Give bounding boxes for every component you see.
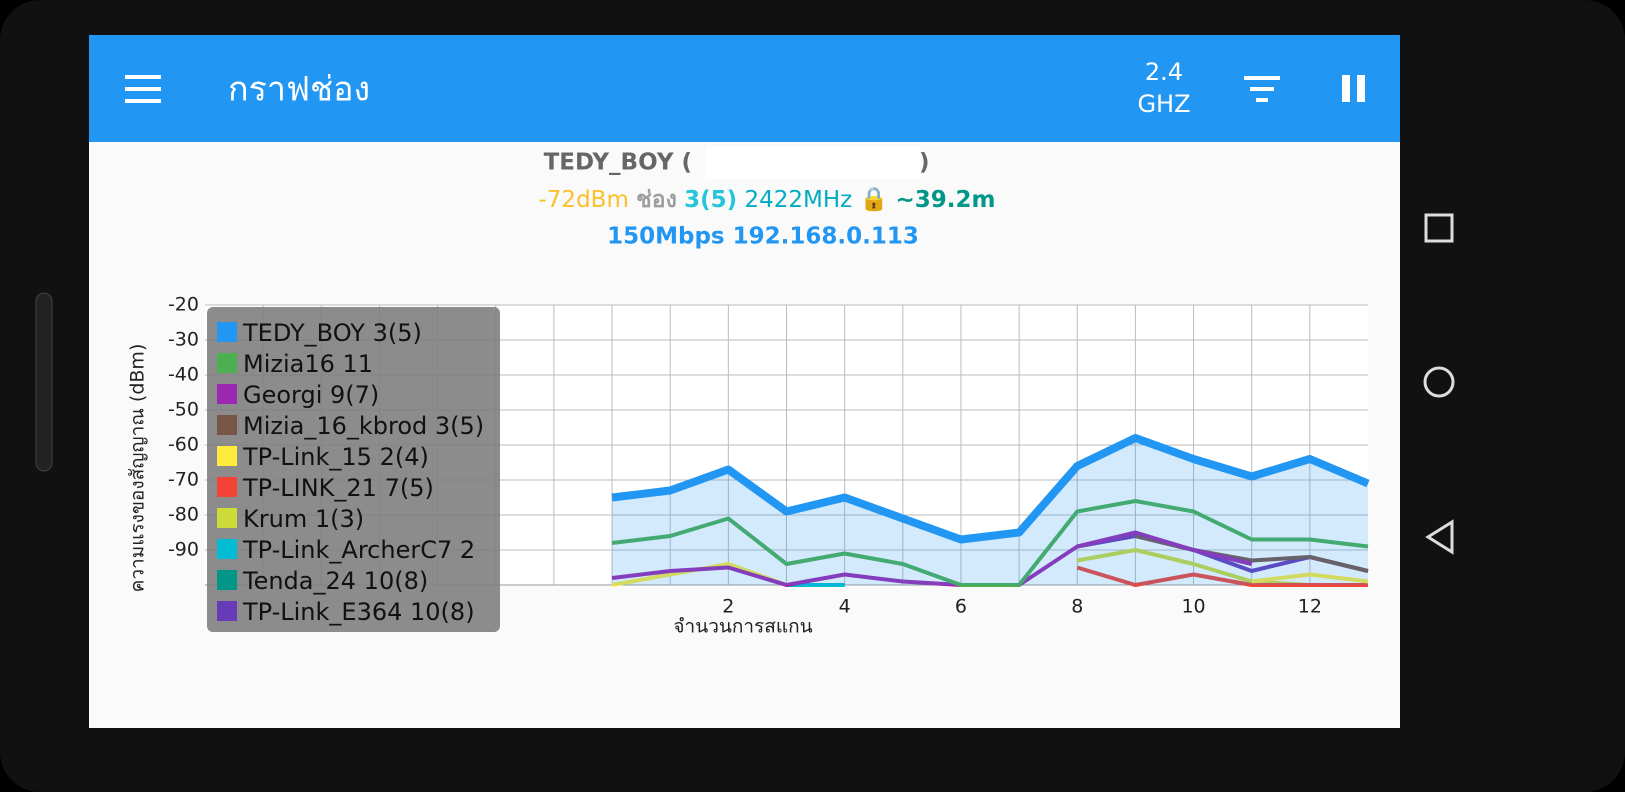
plot: -20 -30 -40 -50 -60 -70 -80 -90 2 4 6 8 10 12 จำนวนการ… — [127, 294, 1370, 638]
y-axis-label: ความแรงของสัญญาณ (dBm) — [127, 344, 149, 593]
recent-button[interactable] — [1424, 213, 1454, 243]
legend-label: Tenda_24 10(8) — [242, 567, 428, 595]
legend-swatch — [217, 353, 237, 373]
legend-swatch — [217, 539, 237, 559]
y-tick-label: -80 — [168, 504, 199, 526]
legend-label: TP-Link_E364 10(8) — [242, 598, 475, 626]
y-tick-label: -30 — [168, 329, 199, 351]
back-button[interactable] — [1425, 519, 1454, 555]
legend-label: TP-LINK_21 7(5) — [242, 474, 434, 502]
x-axis-label: จำนวนการสแกน — [673, 616, 812, 638]
app-bar — [89, 35, 1400, 142]
y-tick-label: -20 — [168, 294, 199, 316]
channel: 3(5) — [684, 187, 737, 213]
y-tick-label: -70 — [168, 469, 199, 491]
legend-label: Georgi 9(7) — [243, 381, 379, 409]
legend-label: Mizia_16_kbrod 3(5) — [243, 412, 484, 440]
channel-label: ช่อง — [636, 187, 677, 213]
x-tick-label: 6 — [955, 596, 967, 618]
link-info: 150Mbps 192.168.0.113 — [607, 224, 919, 250]
filter-icon[interactable] — [1244, 76, 1280, 102]
series-line — [611, 499, 1369, 587]
redacted — [706, 147, 920, 179]
pause-icon[interactable] — [1342, 75, 1365, 102]
legend-swatch — [217, 415, 237, 435]
legend-swatch — [217, 322, 237, 342]
y-tick-label: -90 — [168, 539, 199, 561]
series-line — [1251, 572, 1369, 584]
legend-swatch — [217, 477, 237, 497]
legend-label: TP-Link_ArcherC7 2 — [242, 536, 475, 564]
legend-swatch — [217, 570, 237, 590]
legend-swatch — [217, 508, 237, 528]
ssid-close: ) — [919, 150, 930, 176]
side-button — [35, 292, 53, 472]
x-tick-label: 10 — [1181, 596, 1205, 618]
menu-icon[interactable] — [125, 75, 161, 103]
x-tick-label: 12 — [1298, 596, 1322, 618]
x-tick-label: 4 — [839, 596, 851, 618]
legend-swatch — [217, 601, 237, 621]
series-line — [611, 434, 1370, 544]
ssid: TEDY_BOY ( — [544, 150, 692, 176]
home-button[interactable] — [1423, 366, 1455, 398]
y-tick-label: -60 — [168, 434, 199, 456]
legend-label: Mizia16 11 — [243, 350, 373, 378]
legend-swatch — [217, 446, 237, 466]
x-tick-label: 8 — [1071, 596, 1083, 618]
y-tick-label: -50 — [168, 399, 199, 421]
legend-box — [207, 307, 500, 632]
series-line — [1076, 548, 1310, 587]
band-value[interactable]: 2.4 — [1145, 58, 1183, 86]
series-area — [612, 438, 1368, 585]
series-line — [1076, 565, 1368, 587]
distance: ~39.2m — [896, 187, 996, 213]
frequency: 2422MHz — [744, 187, 852, 213]
legend-swatch — [217, 384, 237, 404]
y-tick-label: -40 — [168, 364, 199, 386]
legend-label: TP-Link_15 2(4) — [242, 443, 429, 471]
band-unit[interactable]: GHZ — [1137, 90, 1190, 118]
legend-label: TEDY_BOY 3(5) — [242, 319, 422, 347]
series-line — [611, 530, 1253, 587]
x-tick-label: 2 — [722, 596, 734, 618]
signal: -72dBm — [539, 187, 629, 213]
signal-info: -72dBm ช่อง 3(5) 2422MHz 🔒 ~39.2m — [539, 187, 996, 213]
app-title: กราฟช่อง — [228, 70, 370, 110]
legend-label: Krum 1(3) — [243, 505, 364, 533]
nav-bar — [1423, 213, 1455, 555]
